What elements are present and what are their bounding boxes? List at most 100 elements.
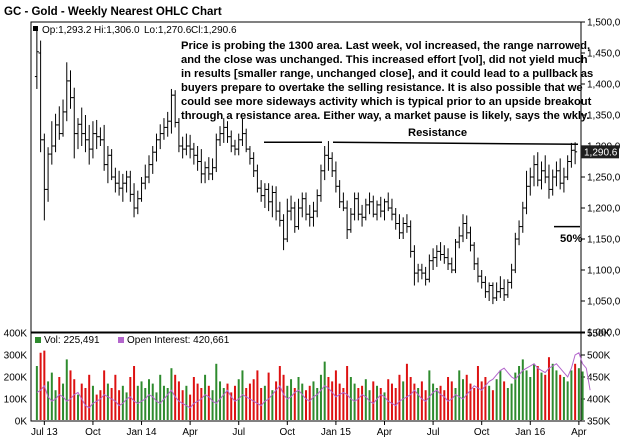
ohlc-bar	[139, 177, 144, 202]
ohlc-bar	[199, 149, 204, 184]
price-y-tick-label: 1,450,00	[587, 49, 620, 60]
ohlc-bar	[318, 164, 323, 202]
ohlc-bar	[532, 155, 537, 187]
ohlc-bar	[479, 270, 484, 289]
ohlc-bar	[389, 198, 394, 221]
ohlc-bar	[274, 186, 279, 221]
ohlc-bar	[468, 226, 473, 252]
ohlc-bar	[236, 133, 241, 156]
ohlc-bar	[120, 173, 125, 202]
x-tick-label: Apr	[182, 427, 198, 438]
ohlc-bar	[98, 127, 103, 146]
ohlc-bar	[232, 139, 237, 156]
ohlc-bar	[105, 146, 110, 184]
ohlc-bar	[341, 192, 346, 212]
price-y-tick-label: 1,100,00	[587, 266, 620, 277]
ohlc-bar	[569, 142, 574, 168]
x-tick-label: Apr	[571, 427, 587, 438]
ohlc-bar	[124, 170, 129, 193]
chart-title: GC - Gold - Weekly Nearest OHLC Chart	[4, 6, 222, 18]
ohlc-bar	[147, 155, 152, 184]
ohlc-bar	[68, 70, 73, 109]
ohlc-bar	[378, 196, 383, 218]
ohlc-bar	[247, 146, 252, 165]
ohlc-bar	[382, 198, 387, 221]
ohlc-bar	[524, 170, 529, 215]
ohlc-bar	[102, 124, 107, 171]
open-interest-legend: Open Interest: 420,661	[127, 335, 230, 346]
ohlc-bar	[442, 245, 447, 264]
ohlc-bar	[509, 263, 514, 289]
ohlc-bar	[79, 107, 84, 146]
ohlc-bar	[311, 201, 316, 227]
ohlc-bar	[229, 130, 234, 153]
ohlc-bar	[494, 282, 499, 301]
ohlc-bar	[64, 62, 69, 122]
ohlc-bar	[57, 106, 62, 140]
ohlc-bar	[554, 161, 559, 187]
ohlc-bar	[356, 192, 361, 221]
ohlc-legend-close: Cl:1,290.6	[191, 25, 237, 36]
ohlc-legend-low: Lo:1,270.6	[144, 25, 192, 36]
ohlc-bar	[535, 152, 540, 187]
x-tick-label: Jan 15	[321, 427, 351, 438]
volume-y-tick-label: 400K	[4, 329, 28, 340]
ohlc-bar	[150, 146, 155, 174]
last-price-label: 1,290.6	[584, 147, 618, 158]
price-y-tick-label: 1,200,00	[587, 204, 620, 215]
ohlc-bar	[307, 204, 312, 227]
commentary-line: could see more sideways activity which i…	[181, 96, 592, 108]
ohlc-legend-marker	[33, 26, 38, 31]
ohlc-bar	[188, 134, 193, 159]
ohlc-bar	[49, 121, 54, 165]
ohlc-bar	[438, 242, 443, 261]
ohlc-bar	[240, 118, 245, 146]
ohlc-legend-high: Hi:1,306.0	[94, 25, 140, 36]
ohlc-bar	[360, 204, 365, 227]
ohlc-bar	[203, 161, 208, 184]
oi-y-tick-label: 500K	[587, 351, 611, 362]
ohlc-bar	[423, 266, 428, 286]
ohlc-bar	[34, 29, 39, 89]
ohlc-bar	[154, 133, 159, 162]
ohlc-bar	[169, 88, 174, 134]
price-y-tick-label: 1,150,00	[587, 235, 620, 246]
price-y-tick-label: 1,350,00	[587, 111, 620, 122]
ohlc-bar	[94, 119, 99, 150]
x-tick-label: Apr	[377, 427, 393, 438]
ohlc-bar	[135, 190, 140, 215]
ohlc-bar	[315, 189, 320, 218]
ohlc-bar	[218, 126, 223, 146]
ohlc-bar	[53, 113, 58, 153]
ohlc-bar	[87, 124, 92, 165]
ohlc-bar	[483, 276, 488, 298]
commentary-line: Price is probing the 1300 area. Last wee…	[181, 40, 590, 52]
open-interest-legend-marker	[118, 337, 124, 343]
ohlc-bar	[195, 146, 200, 171]
ohlc-bar	[520, 201, 525, 233]
ohlc-bar	[251, 152, 256, 177]
x-tick-label: Jul 13	[31, 427, 58, 438]
ohlc-bar	[475, 257, 480, 283]
ohlc-bar	[221, 118, 226, 143]
volume-bars	[35, 350, 584, 420]
ohlc-bar	[262, 183, 267, 208]
ohlc-bar	[277, 201, 282, 227]
ohlc-bar	[304, 192, 308, 221]
ohlc-bar	[386, 192, 391, 212]
ohlc-bar	[401, 217, 406, 239]
ohlc-bar	[431, 248, 436, 270]
ohlc-bar	[352, 192, 357, 221]
ohlc-bar	[285, 198, 290, 243]
ohlc-bar	[128, 170, 133, 202]
x-tick-label: Oct	[85, 427, 101, 438]
ohlc-bar	[539, 161, 544, 190]
ohlc-bar	[502, 279, 507, 301]
volume-y-axis: 400K 300K 200K 100K 0K	[4, 329, 28, 428]
ohlc-bar	[573, 142, 578, 165]
ohlc-bar	[453, 239, 458, 274]
ohlc-bar	[191, 142, 196, 165]
ohlc-bar	[117, 170, 122, 196]
ohlc-bar	[184, 133, 189, 156]
ohlc-bar	[408, 220, 413, 258]
